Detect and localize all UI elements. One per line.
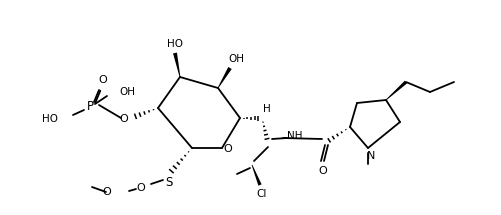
Text: S: S	[165, 177, 173, 189]
Polygon shape	[386, 81, 407, 100]
Text: O: O	[223, 144, 232, 154]
Text: H: H	[263, 104, 271, 114]
Text: O: O	[99, 75, 107, 85]
Text: N: N	[367, 151, 375, 161]
Text: HO: HO	[167, 39, 183, 49]
Text: OH: OH	[228, 54, 244, 64]
Text: HO: HO	[42, 114, 58, 124]
Text: P: P	[87, 100, 94, 114]
Polygon shape	[173, 53, 180, 77]
Polygon shape	[252, 165, 262, 186]
Text: Cl: Cl	[257, 189, 267, 199]
Text: O: O	[102, 187, 111, 197]
Text: O: O	[319, 166, 327, 176]
Text: NH: NH	[287, 131, 303, 141]
Text: O: O	[137, 183, 145, 193]
Polygon shape	[217, 67, 232, 88]
Text: O: O	[120, 114, 128, 124]
Text: OH: OH	[119, 87, 135, 97]
